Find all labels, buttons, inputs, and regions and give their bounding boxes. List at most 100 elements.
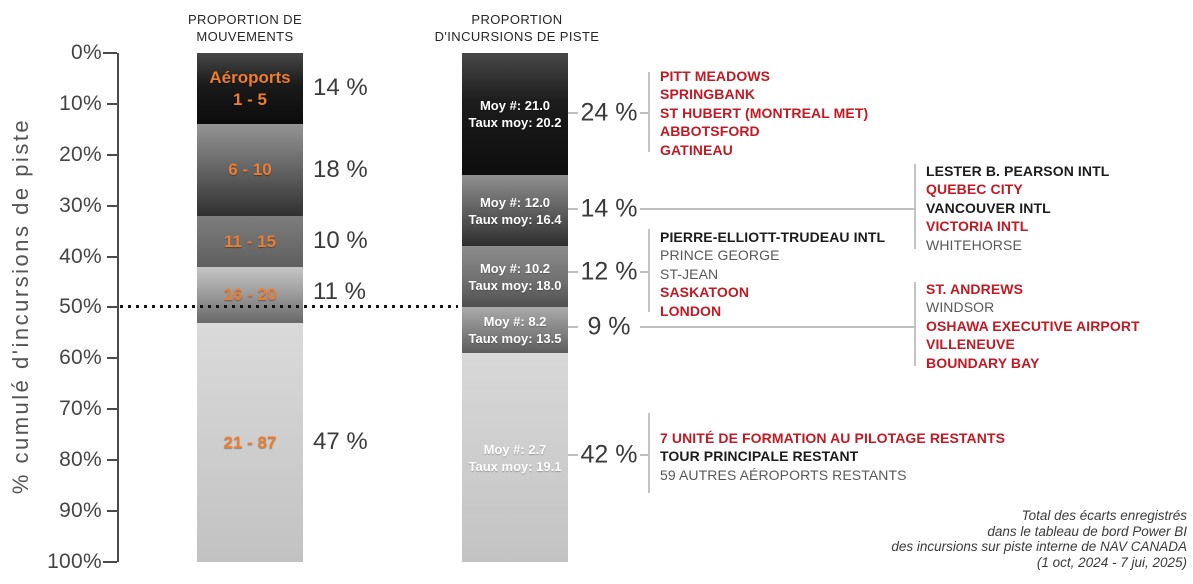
segment-label-line: 1 - 5 (232, 89, 267, 109)
airport-list-2: LESTER B. PEARSON INTL QUEBEC CITY VANCO… (926, 162, 1109, 254)
segment-label: 6 - 10 (228, 160, 272, 179)
segment-stats-line: Moy #: 10.2 (479, 260, 551, 276)
airport-item: OSHAWA EXECUTIVE AIRPORT (926, 317, 1140, 334)
pct-label-incursions-3: 12 % (578, 257, 640, 287)
segment-stats-label: Moy #: 8.2 Taux moy: 13.5 (469, 313, 562, 347)
source-note-line: des incursions sur piste interne de NAV … (891, 539, 1187, 554)
airport-item: WINDSOR (926, 299, 995, 316)
segment-stats-line: Taux moy: 16.4 (468, 211, 562, 227)
y-tick-label-0: 0% (71, 41, 102, 64)
segment-stats-label: Moy #: 10.2 Taux moy: 18.0 (469, 260, 562, 294)
segment-label: 16 - 20 (223, 285, 277, 304)
segment-stats-line: Taux moy: 13.5 (468, 331, 562, 346)
airport-item: GATINEAU (660, 141, 733, 158)
y-tick-mark-100 (103, 561, 117, 563)
column-header-line: MOUVEMENTS (196, 29, 294, 44)
airport-list-4: ST. ANDREWS WINDSOR OSHAWA EXECUTIVE AIR… (926, 280, 1140, 372)
y-tick-mark-60 (107, 357, 117, 359)
y-tick-label-40: 40% (59, 245, 102, 268)
airport-item: TOUR PRINCIPALE RESTANT (660, 448, 859, 465)
airport-item: LESTER B. PEARSON INTL (926, 163, 1110, 179)
y-tick-label-60: 60% (59, 346, 102, 369)
pct-label-incursions-4: 9 % (578, 312, 640, 342)
y-tick-mark-30 (107, 205, 117, 207)
airport-item: ST. ANDREWS (926, 281, 1024, 297)
airport-item: PITT MEADOWS (660, 68, 771, 84)
pct-label-movements-5: 47 % (313, 428, 368, 455)
pct-label-movements-1: 14 % (313, 74, 368, 101)
y-tick-mark-50 (107, 306, 117, 308)
segment-stats-line: Taux moy: 18.0 (468, 277, 562, 293)
bar-movements-segment-6-10: 6 - 10 (197, 124, 303, 216)
segment-stats-line: Moy #: 21.0 (479, 98, 551, 113)
y-tick-mark-0 (103, 52, 117, 54)
segment-stats-line: Moy #: 12.0 (479, 194, 551, 210)
airport-item: LONDON (660, 302, 722, 319)
segment-label-line: Aéroports (209, 67, 291, 87)
connector-line-9pct (568, 326, 915, 328)
source-note: Total des écarts enregistrés dans le tab… (891, 508, 1187, 570)
y-tick-label-100: 100% (47, 550, 102, 573)
segment-label: Aéroports 1 - 5 (209, 67, 290, 111)
pct-label-incursions-2: 14 % (578, 194, 640, 224)
bar-movements-segment-16-20: 16 - 20 (197, 267, 303, 323)
airport-list-5: 7 UNITÉ DE FORMATION AU PILOTAGE RESTANT… (660, 429, 1005, 484)
source-note-line: dans le tableau de bord Power BI (987, 523, 1187, 539)
callout-bracket-5 (648, 413, 650, 493)
y-tick-mark-20 (107, 154, 117, 156)
segment-stats-line: Moy #: 2.7 (483, 441, 547, 457)
segment-stats-label: Moy #: 12.0 Taux moy: 16.4 (469, 194, 562, 228)
callout-bracket-1 (648, 72, 650, 152)
airport-list-3: PIERRE-ELLIOTT-TRUDEAU INTL PRINCE GEORG… (660, 228, 885, 320)
y-tick-label-30: 30% (59, 194, 102, 217)
airport-item: SPRINGBANK (660, 86, 756, 103)
column-header-line: PROPORTION DE (187, 12, 303, 27)
y-axis-line (117, 53, 119, 562)
bar-movements-segment-1-5: Aéroports 1 - 5 (197, 53, 303, 124)
airport-item: PRINCE GEORGE (660, 247, 780, 264)
y-tick-mark-70 (107, 408, 117, 410)
pct-label-movements-3: 10 % (313, 227, 368, 254)
column-header-line: PROPORTION (471, 12, 563, 27)
connector-line-14pct (568, 208, 915, 210)
pct-label-movements-4: 11 % (313, 278, 366, 305)
y-tick-mark-10 (107, 103, 117, 105)
pct-label-incursions-5: 42 % (578, 440, 640, 470)
airport-item: BOUNDARY BAY (926, 354, 1040, 371)
airport-item: ST-JEAN (660, 265, 719, 282)
airport-item: QUEBEC CITY (926, 181, 1023, 198)
pct-label-incursions-1: 24 % (578, 98, 640, 128)
y-tick-mark-90 (107, 510, 117, 512)
y-tick-label-90: 90% (59, 499, 102, 522)
segment-stats-label: Moy #: 21.0 Taux moy: 20.2 (469, 97, 562, 131)
column-header-line: D'INCURSIONS DE PISTE (434, 29, 600, 44)
y-tick-label-70: 70% (59, 397, 102, 420)
bar-incursions-segment-3: Moy #: 10.2 Taux moy: 18.0 (462, 246, 568, 307)
airport-item: VANCOUVER INTL (926, 199, 1051, 216)
source-note-line: Total des écarts enregistrés (1021, 508, 1187, 523)
airport-item: PIERRE-ELLIOTT-TRUDEAU INTL (660, 229, 886, 245)
callout-bracket-4 (914, 282, 916, 366)
callout-bracket-3 (648, 229, 650, 312)
bar-incursions-segment-2: Moy #: 12.0 Taux moy: 16.4 (462, 175, 568, 246)
pct-label-movements-2: 18 % (313, 156, 368, 183)
column-header-movements: PROPORTION DE MOUVEMENTS (150, 11, 340, 45)
airport-list-1: PITT MEADOWS SPRINGBANK ST HUBERT (MONTR… (660, 67, 868, 159)
column-header-incursions: PROPORTION D'INCURSIONS DE PISTE (410, 11, 624, 45)
segment-stats-line: Taux moy: 20.2 (468, 115, 562, 130)
y-tick-label-10: 10% (59, 92, 102, 115)
source-note-line: (1 oct, 2024 - 7 jui, 2025) (1036, 554, 1187, 570)
segment-stats-line: Moy #: 8.2 (483, 314, 547, 329)
airport-item: ABBOTSFORD (660, 123, 760, 140)
callout-bracket-2 (914, 164, 916, 249)
y-tick-label-20: 20% (59, 143, 102, 166)
y-tick-label-80: 80% (59, 448, 102, 471)
reference-line-50pct (120, 305, 458, 308)
airport-item: VICTORIA INTL (926, 218, 1029, 235)
bar-movements-segment-21-87: 21 - 87 (197, 323, 303, 562)
bar-incursions-segment-4: Moy #: 8.2 Taux moy: 13.5 (462, 307, 568, 353)
bar-incursions-segment-1: Moy #: 21.0 Taux moy: 20.2 (462, 53, 568, 175)
airport-item: SASKATOON (660, 284, 750, 301)
y-tick-label-50: 50% (59, 295, 102, 318)
